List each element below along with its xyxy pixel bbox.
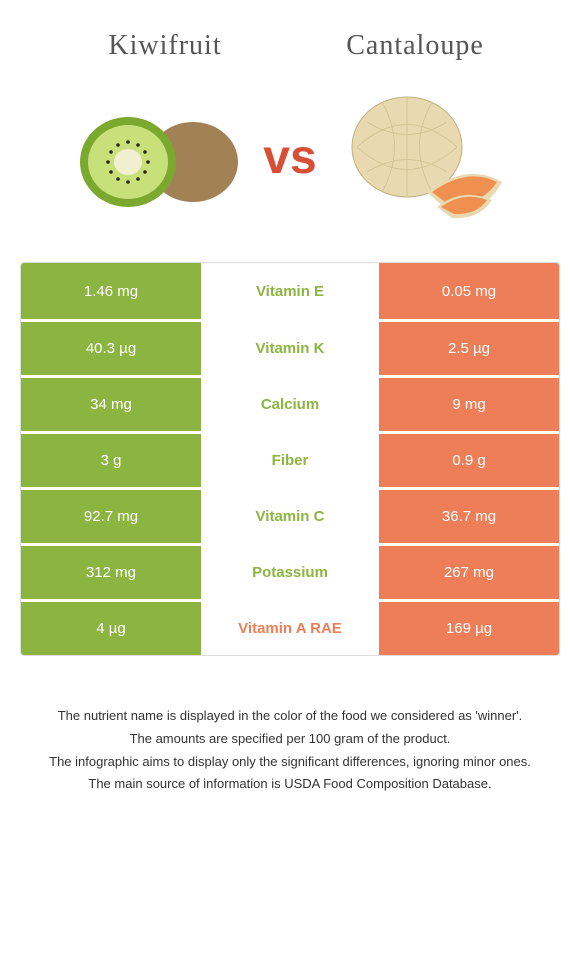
- nutrient-name: Vitamin C: [201, 490, 379, 543]
- nutrient-table: 1.46 mgVitamin E0.05 mg40.3 µgVitamin K2…: [20, 262, 560, 656]
- right-value: 0.9 g: [379, 434, 559, 487]
- left-title: Kiwifruit: [40, 30, 290, 62]
- footer-line: The nutrient name is displayed in the co…: [30, 706, 550, 727]
- table-row: 40.3 µgVitamin K2.5 µg: [21, 319, 559, 375]
- images-row: vs: [0, 72, 580, 262]
- left-value: 312 mg: [21, 546, 201, 599]
- right-value: 36.7 mg: [379, 490, 559, 543]
- left-value: 3 g: [21, 434, 201, 487]
- infographic-container: Kiwifruit Cantaloupe vs: [0, 0, 580, 827]
- table-row: 92.7 mgVitamin C36.7 mg: [21, 487, 559, 543]
- nutrient-name: Vitamin A RAE: [201, 602, 379, 655]
- nutrient-name: Potassium: [201, 546, 379, 599]
- right-value: 0.05 mg: [379, 263, 559, 319]
- left-value: 40.3 µg: [21, 322, 201, 375]
- right-title: Cantaloupe: [290, 30, 540, 62]
- left-value: 92.7 mg: [21, 490, 201, 543]
- footer-line: The amounts are specified per 100 gram o…: [30, 729, 550, 750]
- right-value: 9 mg: [379, 378, 559, 431]
- table-row: 4 µgVitamin A RAE169 µg: [21, 599, 559, 655]
- table-row: 3 gFiber0.9 g: [21, 431, 559, 487]
- cantaloupe-image: [337, 92, 507, 222]
- footer-line: The main source of information is USDA F…: [30, 774, 550, 795]
- nutrient-name: Vitamin E: [201, 263, 379, 319]
- left-value: 1.46 mg: [21, 263, 201, 319]
- kiwifruit-image: [73, 92, 243, 222]
- table-row: 1.46 mgVitamin E0.05 mg: [21, 263, 559, 319]
- vs-label: vs: [263, 130, 316, 185]
- footer-line: The infographic aims to display only the…: [30, 752, 550, 773]
- nutrient-name: Fiber: [201, 434, 379, 487]
- right-value: 169 µg: [379, 602, 559, 655]
- nutrient-name: Vitamin K: [201, 322, 379, 375]
- footer-notes: The nutrient name is displayed in the co…: [0, 656, 580, 827]
- table-row: 312 mgPotassium267 mg: [21, 543, 559, 599]
- nutrient-name: Calcium: [201, 378, 379, 431]
- right-value: 267 mg: [379, 546, 559, 599]
- header: Kiwifruit Cantaloupe: [0, 0, 580, 72]
- right-value: 2.5 µg: [379, 322, 559, 375]
- table-row: 34 mgCalcium9 mg: [21, 375, 559, 431]
- left-value: 34 mg: [21, 378, 201, 431]
- left-value: 4 µg: [21, 602, 201, 655]
